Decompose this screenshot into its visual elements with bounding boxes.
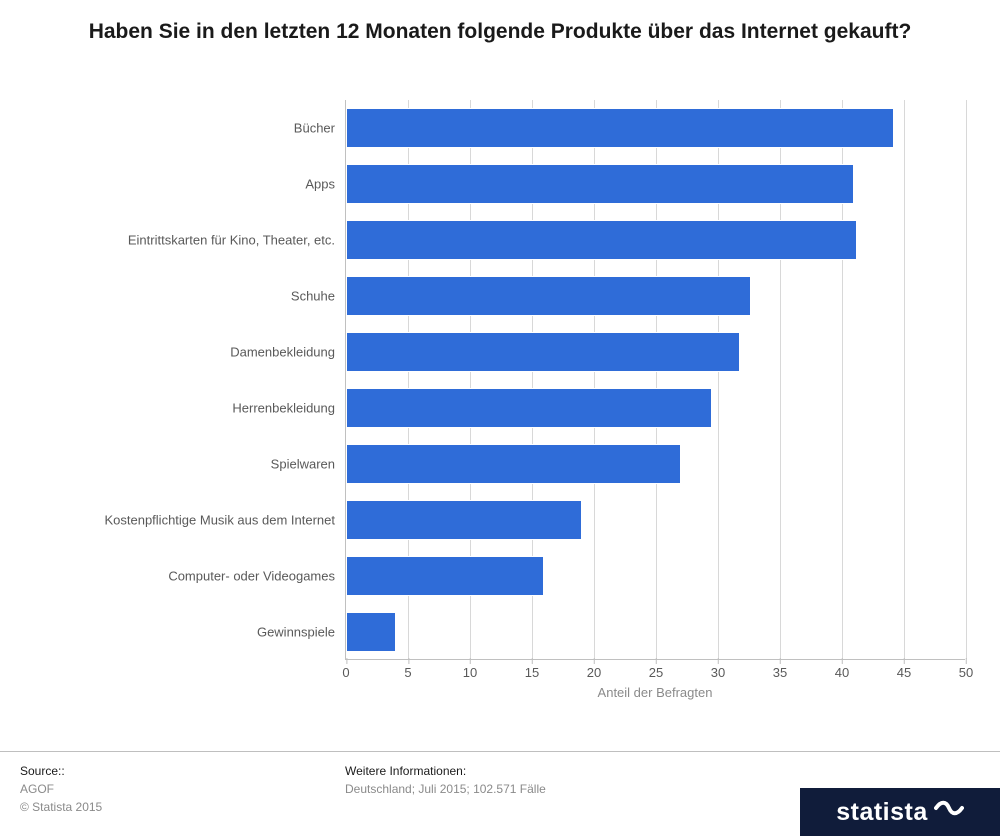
chart-title: Haben Sie in den letzten 12 Monaten folg… [0,0,1000,56]
bar [346,556,544,595]
bar-row [346,612,965,651]
x-tick-label: 35 [773,659,787,680]
bar [346,500,582,539]
info-detail: Deutschland; Juli 2015; 102.571 Fälle [345,780,546,798]
logo-wave-icon [934,799,964,825]
gridline [966,100,967,659]
x-tick-label: 50 [959,659,973,680]
y-tick-label: Damenbekleidung [230,345,335,360]
bar [346,164,854,203]
x-tick-label: 20 [587,659,601,680]
x-tick-label: 15 [525,659,539,680]
copyright-text: © Statista 2015 [20,798,102,816]
bar-row [346,220,965,259]
footer: Source:: AGOF © Statista 2015 Weitere In… [0,751,1000,836]
info-label: Weitere Informationen: [345,762,546,780]
bar [346,108,894,147]
bar-row [346,500,965,539]
x-tick-label: 25 [649,659,663,680]
x-tick-label: 0 [342,659,349,680]
y-tick-label: Schuhe [291,289,335,304]
y-tick-label: Kostenpflichtige Musik aus dem Internet [104,513,335,528]
y-tick-label: Bücher [294,121,335,136]
bar [346,332,740,371]
bar-row [346,556,965,595]
bar [346,388,712,427]
chart-container: 05101520253035404550 Anteil der Befragte… [0,90,1000,720]
y-tick-label: Gewinnspiele [257,625,335,640]
bar [346,612,396,651]
x-axis-label: Anteil der Befragten [345,685,965,700]
bar-row [346,332,965,371]
x-tick-label: 10 [463,659,477,680]
x-tick-label: 40 [835,659,849,680]
bar [346,444,681,483]
bar [346,276,751,315]
bar-row [346,276,965,315]
x-tick-label: 30 [711,659,725,680]
x-tick-label: 5 [404,659,411,680]
logo-text: statista [836,798,928,827]
x-tick-label: 45 [897,659,911,680]
bar-row [346,164,965,203]
plot-area: 05101520253035404550 [345,100,965,660]
y-tick-label: Herrenbekleidung [232,401,335,416]
bar-row [346,444,965,483]
y-tick-label: Eintrittskarten für Kino, Theater, etc. [128,233,335,248]
y-tick-label: Apps [305,177,335,192]
bar-row [346,388,965,427]
source-label: Source:: [20,762,102,780]
source-name: AGOF [20,780,102,798]
y-tick-label: Spielwaren [271,457,335,472]
source-block: Source:: AGOF © Statista 2015 [20,762,102,816]
bar-row [346,108,965,147]
statista-logo: statista [800,788,1000,836]
bar [346,220,857,259]
info-block: Weitere Informationen: Deutschland; Juli… [345,762,546,798]
y-tick-label: Computer- oder Videogames [168,569,335,584]
